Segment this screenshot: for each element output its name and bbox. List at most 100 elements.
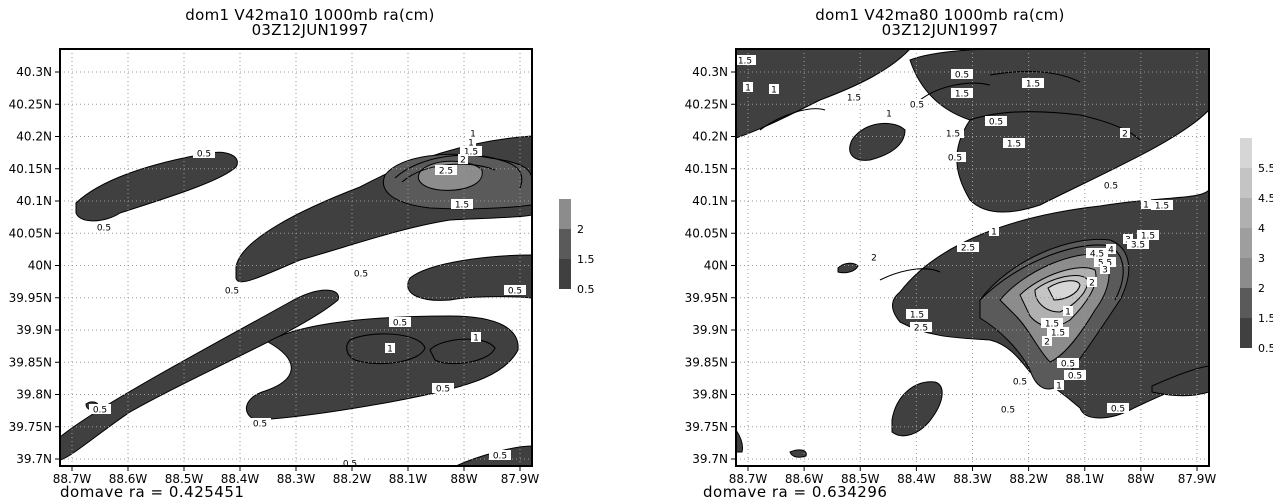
- contour-line: [401, 163, 496, 183]
- contour-label-box: [1087, 277, 1097, 287]
- contour-label-box: [432, 383, 454, 393]
- contour-label: 1.5: [738, 57, 752, 67]
- colorbar-segment: [1240, 258, 1252, 288]
- contour-region: [736, 429, 743, 453]
- contour-region: [891, 381, 943, 437]
- contour-label-box: [944, 152, 966, 162]
- contour-label: 0.5: [508, 287, 522, 297]
- contour-label-box: [910, 322, 932, 332]
- contour-label-box: [1094, 257, 1116, 267]
- contour-label-box: [1107, 403, 1129, 413]
- contour-label-box: [1009, 376, 1031, 386]
- y-tick-label: 39.8N: [692, 388, 728, 402]
- contour-label: 0.5: [989, 118, 1003, 128]
- x-tick-label: 88.3W: [953, 472, 992, 486]
- y-tick-label: 40.25N: [9, 97, 52, 111]
- contour-label: 1: [387, 345, 393, 355]
- contour-label: 2: [1044, 338, 1050, 348]
- y-tick-label: 39.85N: [9, 355, 52, 369]
- x-tick-label: 87.9W: [1178, 472, 1217, 486]
- contour-label: 3: [1102, 266, 1108, 276]
- contour-label: 1: [470, 130, 476, 140]
- contour-label: 1.5: [464, 148, 478, 158]
- contour-label: 1.5: [1141, 232, 1155, 242]
- contour-line: [429, 338, 496, 365]
- left-contour-panel: dom1 V42ma10 1000mb ra(cm) 03Z12JUN1997 …: [0, 0, 620, 503]
- contour-label: 4.5: [1090, 250, 1104, 260]
- contour-label: 1.5: [1045, 320, 1059, 330]
- contour-region: [407, 254, 532, 301]
- x-tick-label: 88.4W: [897, 472, 936, 486]
- y-tick-label: 39.75N: [9, 420, 52, 434]
- y-tick-label: 40N: [28, 259, 52, 273]
- x-tick-label: 88.3W: [277, 472, 316, 486]
- y-tick-label: 40.05N: [685, 226, 728, 240]
- contour-label-box: [468, 128, 478, 138]
- x-tick-label: 88.1W: [389, 472, 428, 486]
- colorbar-label: 0.5: [1258, 342, 1273, 355]
- contour-label-box: [1100, 180, 1122, 190]
- y-tick-label: 39.85N: [685, 355, 728, 369]
- contour-label: 1.5: [1051, 329, 1065, 339]
- chart-subtitle: 03Z12JUN1997: [251, 21, 369, 39]
- contour-label-box: [1042, 336, 1052, 346]
- x-tick-label: 88.2W: [1009, 472, 1048, 486]
- contour-label-box: [193, 148, 215, 158]
- contour-label: 0.5: [1068, 372, 1082, 382]
- contour-label-box: [1054, 380, 1064, 390]
- contour-label-box: [869, 252, 879, 262]
- contour-region: [789, 449, 807, 458]
- contour-label-box: [1047, 327, 1069, 337]
- contour-label: 2: [871, 254, 877, 264]
- colorbar-label: 2: [577, 223, 584, 236]
- contour-label: 2.5: [961, 244, 975, 254]
- x-tick-label: 88.6W: [109, 472, 148, 486]
- colorbar-segment: [1240, 198, 1252, 228]
- contour-label-box: [1086, 248, 1108, 258]
- contour-label: 0.5: [1001, 406, 1015, 416]
- colorbar-segment: [1240, 168, 1252, 198]
- domain-average-label: domave ra = 0.425451: [60, 483, 245, 501]
- contour-label-box: [1137, 230, 1159, 240]
- contour-label: 3.5: [1131, 241, 1145, 251]
- contour-label: 0.5: [253, 420, 267, 430]
- contour-region: [1047, 280, 1081, 301]
- contour-label-box: [1151, 200, 1173, 210]
- contour-label: 1.5: [955, 90, 969, 100]
- contour-label-box: [985, 116, 1007, 126]
- contour-label: 0.5: [948, 154, 962, 164]
- contour-label-box: [906, 99, 928, 109]
- contour-label: 0.5: [1061, 360, 1075, 370]
- contour-label-box: [1106, 244, 1116, 254]
- contour-label-box: [989, 226, 999, 236]
- y-tick-label: 39.7N: [692, 452, 728, 466]
- contour-line: [879, 268, 941, 281]
- contour-region: [60, 289, 339, 461]
- contour-label-box: [1064, 370, 1086, 380]
- contour-label: 0.5: [354, 270, 368, 280]
- contour-label-box: [906, 309, 928, 319]
- y-tick-label: 40.2N: [16, 130, 52, 144]
- contour-label: 2: [1089, 279, 1095, 289]
- contour-label-box: [1041, 318, 1063, 328]
- x-tick-label: 88W: [450, 472, 477, 486]
- contour-label-box: [769, 84, 779, 94]
- contour-region: [75, 151, 238, 222]
- y-tick-label: 40.05N: [9, 226, 52, 240]
- contour-label: 1.5: [455, 201, 469, 211]
- colorbar-label: 5.5: [1258, 162, 1273, 175]
- contour-label-box: [1003, 138, 1025, 148]
- y-tick-label: 40N: [704, 259, 728, 273]
- colorbar-segment: [559, 259, 571, 289]
- contour-label: 2: [460, 156, 466, 166]
- contour-label: 0.5: [197, 150, 211, 160]
- contour-region: [736, 49, 911, 139]
- contour-label-box: [350, 268, 372, 278]
- contour-line: [979, 244, 1124, 301]
- x-tick-label: 88.1W: [1065, 472, 1104, 486]
- x-tick-label: 88.6W: [785, 472, 824, 486]
- contour-label: 0.5: [343, 460, 357, 470]
- x-tick-label: 88.7W: [729, 472, 768, 486]
- colorbar-segment: [1240, 228, 1252, 258]
- contour-label-box: [249, 418, 271, 428]
